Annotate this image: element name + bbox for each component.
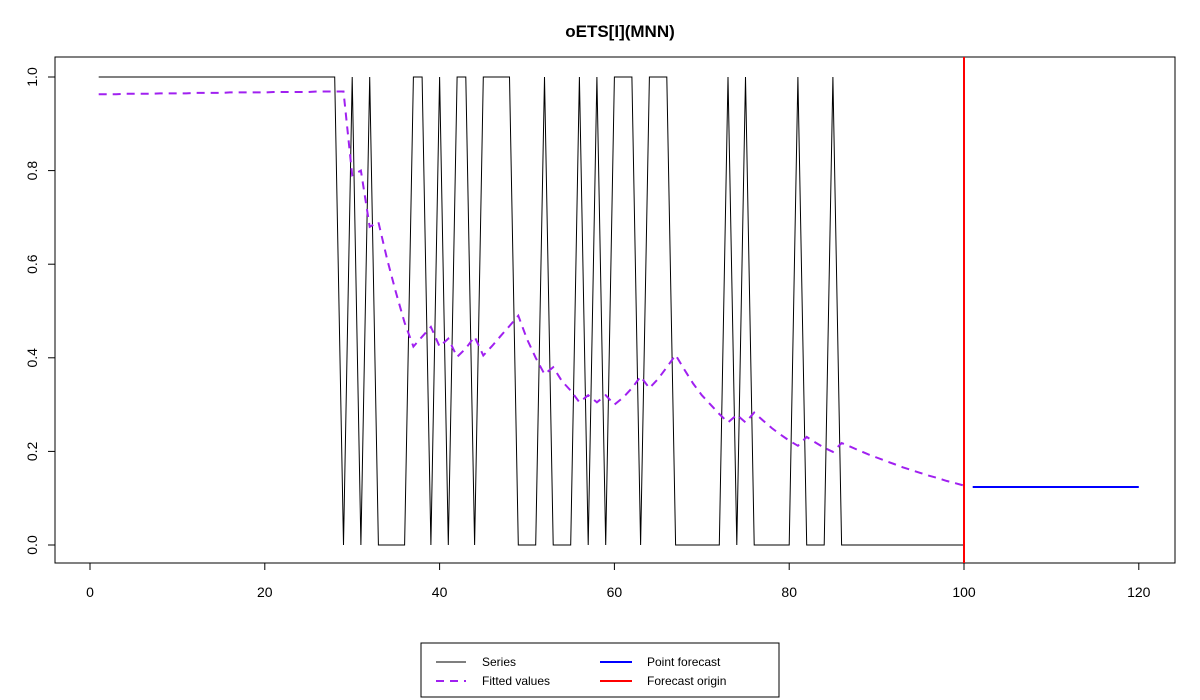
x-tick-label: 60 [607,584,623,600]
x-tick-label: 80 [781,584,797,600]
legend-label-forecast-origin: Forecast origin [647,674,726,688]
x-tick-label: 100 [952,584,976,600]
x-tick-label: 120 [1127,584,1151,600]
series-line-series [98,76,964,546]
y-tick-label: 0.2 [24,441,40,461]
series-line-fitted-values [98,90,965,487]
y-tick-label: 1.0 [24,67,40,87]
legend-label-series: Series [482,655,516,669]
legend: Series Fitted values Point forecast Fore… [420,642,780,698]
x-tick-label: 0 [86,584,94,600]
legend-label-point-forecast: Point forecast [647,655,721,669]
y-tick-label: 0.6 [24,254,40,274]
x-tick-label: 20 [257,584,273,600]
chart-title: oETS[I](MNN) [565,22,675,41]
x-tick-label: 40 [432,584,448,600]
y-tick-label: 0.0 [24,535,40,555]
y-tick-label: 0.8 [24,161,40,181]
y-tick-label: 0.4 [24,348,40,368]
legend-box [420,642,780,698]
series-marks [98,57,1139,563]
legend-label-fitted: Fitted values [482,674,550,688]
